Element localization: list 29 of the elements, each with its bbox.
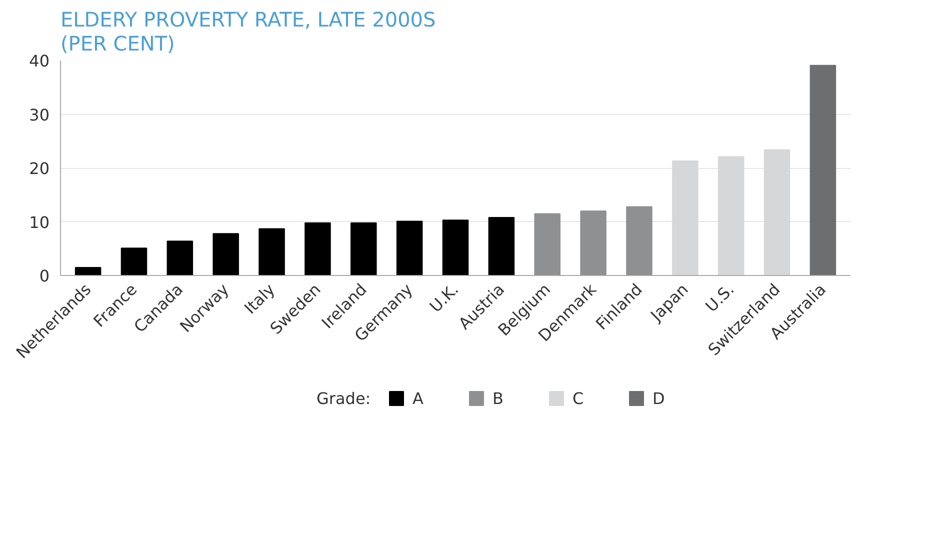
bar: [166, 240, 194, 276]
y-tick-label: 30: [29, 105, 50, 124]
y-tick-label: 10: [29, 212, 50, 232]
y-tick-label: 0: [39, 266, 50, 286]
y-tick-label: 40: [29, 52, 50, 70]
chart-title: ELDERY PROVERTY RATE, LATE 2000S (PER CENT): [60, 8, 436, 56]
bar: [672, 160, 698, 276]
bar: [764, 149, 790, 276]
x-tick-label: U.K.: [426, 280, 462, 316]
bar: [718, 156, 744, 276]
bar: [534, 213, 560, 276]
legend-label: C: [572, 389, 584, 408]
bar: [810, 64, 836, 276]
bar: [488, 216, 515, 276]
legend-title: Grade:: [316, 389, 371, 408]
legend-label: D: [652, 389, 665, 408]
bar: [304, 222, 331, 276]
bar: [258, 228, 285, 276]
bar: [212, 233, 239, 276]
bar: [74, 266, 102, 276]
bar: [396, 220, 423, 276]
bar: [442, 220, 469, 276]
legend-label: B: [492, 389, 504, 408]
y-tick-label: 20: [29, 159, 50, 178]
bar: [626, 206, 652, 276]
bar: [350, 222, 377, 276]
legend-label: A: [412, 389, 424, 408]
bar: [580, 210, 606, 276]
bar: [120, 248, 148, 276]
